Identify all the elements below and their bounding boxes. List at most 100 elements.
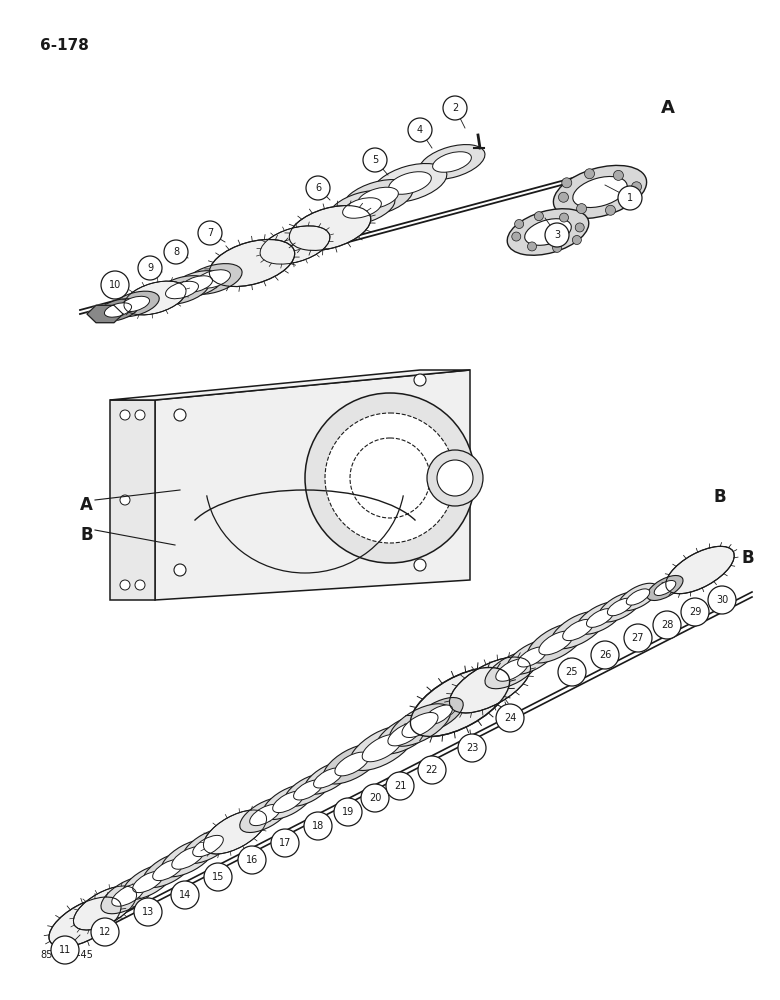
Polygon shape: [155, 370, 470, 600]
Ellipse shape: [626, 589, 650, 605]
Circle shape: [305, 393, 475, 563]
Circle shape: [708, 586, 736, 614]
Circle shape: [238, 846, 266, 874]
Text: B: B: [80, 526, 93, 544]
Ellipse shape: [496, 659, 528, 681]
Text: 17: 17: [278, 838, 291, 848]
Ellipse shape: [388, 172, 431, 194]
Circle shape: [51, 936, 79, 964]
Text: 11: 11: [58, 945, 71, 955]
Text: 2: 2: [452, 103, 458, 113]
Circle shape: [386, 772, 414, 800]
Ellipse shape: [293, 780, 322, 800]
Ellipse shape: [358, 187, 399, 209]
Circle shape: [414, 559, 426, 571]
Ellipse shape: [647, 576, 683, 600]
Circle shape: [681, 598, 709, 626]
Circle shape: [437, 460, 473, 496]
Ellipse shape: [587, 609, 614, 627]
Ellipse shape: [196, 270, 230, 288]
Text: 9: 9: [147, 263, 153, 273]
Ellipse shape: [349, 726, 414, 770]
Text: 21: 21: [394, 781, 406, 791]
Ellipse shape: [598, 592, 642, 622]
Circle shape: [515, 220, 523, 229]
Circle shape: [562, 178, 572, 188]
Circle shape: [558, 192, 569, 202]
Ellipse shape: [285, 774, 332, 806]
Circle shape: [350, 438, 430, 518]
Ellipse shape: [343, 180, 413, 216]
Text: 16: 16: [246, 855, 258, 865]
Ellipse shape: [507, 209, 589, 255]
Circle shape: [135, 580, 145, 590]
Ellipse shape: [551, 611, 605, 649]
Polygon shape: [87, 305, 123, 323]
Ellipse shape: [389, 704, 451, 746]
Ellipse shape: [518, 647, 547, 667]
Ellipse shape: [525, 219, 571, 245]
Ellipse shape: [553, 165, 647, 219]
Ellipse shape: [362, 734, 402, 762]
Ellipse shape: [413, 698, 463, 732]
Ellipse shape: [112, 884, 144, 906]
Ellipse shape: [449, 657, 530, 713]
Circle shape: [534, 212, 544, 221]
Text: B: B: [714, 488, 726, 506]
Ellipse shape: [111, 291, 159, 317]
Text: B: B: [742, 549, 754, 567]
Circle shape: [624, 624, 652, 652]
Polygon shape: [110, 400, 155, 600]
Text: 1: 1: [627, 193, 633, 203]
Circle shape: [575, 223, 584, 232]
Ellipse shape: [507, 640, 557, 674]
Ellipse shape: [183, 829, 233, 863]
Text: 26: 26: [599, 650, 612, 660]
Circle shape: [414, 374, 426, 386]
Ellipse shape: [209, 239, 295, 287]
Text: 851201-45: 851201-45: [40, 950, 93, 960]
Circle shape: [325, 413, 455, 543]
Circle shape: [408, 118, 432, 142]
Ellipse shape: [527, 623, 585, 663]
Ellipse shape: [573, 176, 627, 208]
Ellipse shape: [182, 276, 212, 292]
Circle shape: [174, 409, 186, 421]
Text: 30: 30: [716, 595, 728, 605]
Circle shape: [552, 243, 562, 252]
Ellipse shape: [97, 299, 140, 321]
Circle shape: [164, 240, 188, 264]
Text: 23: 23: [466, 743, 478, 753]
Text: 24: 24: [504, 713, 516, 723]
Ellipse shape: [263, 785, 314, 819]
Ellipse shape: [49, 897, 121, 947]
Text: 25: 25: [566, 667, 578, 677]
Circle shape: [653, 611, 681, 639]
Circle shape: [628, 196, 638, 206]
Circle shape: [91, 918, 119, 946]
Text: 3: 3: [554, 230, 560, 240]
Ellipse shape: [133, 871, 163, 893]
Ellipse shape: [161, 839, 215, 877]
Ellipse shape: [124, 281, 186, 315]
Ellipse shape: [120, 296, 150, 312]
Ellipse shape: [250, 804, 280, 826]
Ellipse shape: [101, 876, 155, 914]
Circle shape: [138, 256, 162, 280]
Text: 15: 15: [212, 872, 224, 882]
Ellipse shape: [155, 276, 209, 304]
Ellipse shape: [419, 145, 485, 179]
Circle shape: [618, 186, 642, 210]
Ellipse shape: [342, 198, 381, 218]
Text: 10: 10: [109, 280, 121, 290]
Ellipse shape: [433, 152, 471, 172]
Text: 14: 14: [179, 890, 191, 900]
Ellipse shape: [485, 651, 539, 689]
Circle shape: [334, 798, 362, 826]
Text: 22: 22: [426, 765, 438, 775]
Text: 18: 18: [312, 821, 324, 831]
Circle shape: [573, 235, 581, 244]
Ellipse shape: [239, 798, 290, 832]
Ellipse shape: [73, 886, 136, 930]
Text: A: A: [661, 99, 675, 117]
